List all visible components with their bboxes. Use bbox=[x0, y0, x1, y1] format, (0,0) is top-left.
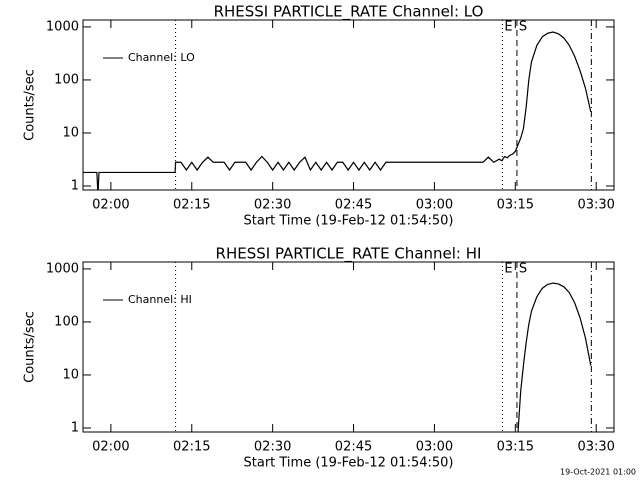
x-tick-label: 02:15 bbox=[173, 198, 210, 213]
y-tick-label: 100 bbox=[54, 314, 79, 329]
plot: RHESSI PARTICLE_RATE Channel: LO 1 10 100 10… bbox=[23, 3, 615, 229]
x-tick-label: 02:45 bbox=[335, 198, 372, 213]
x-tick-label: 03:15 bbox=[497, 198, 534, 213]
x-tick-label: 02:30 bbox=[254, 198, 291, 213]
legend-label: Channel: HI bbox=[128, 293, 192, 306]
x-tick-label: 03:00 bbox=[416, 440, 453, 455]
event-label: E bbox=[504, 20, 512, 35]
x-axis-label: Start Time (19-Feb-12 01:54:50) bbox=[244, 214, 454, 229]
y-tick-label: 1 bbox=[71, 178, 79, 193]
y-tick-label: 1 bbox=[71, 420, 79, 435]
y-tick-label: 1000 bbox=[46, 19, 79, 34]
plot: RHESSI PARTICLE_RATE Channel: HI 1 10 100 10… bbox=[23, 245, 615, 471]
y-tick-label: 10 bbox=[62, 367, 79, 382]
y-axis-label: Counts/sec bbox=[23, 69, 38, 141]
y-tick-label: 100 bbox=[54, 72, 79, 87]
x-tick-label: 02:15 bbox=[173, 440, 210, 455]
chart-title: RHESSI PARTICLE_RATE Channel: HI bbox=[216, 245, 482, 264]
y-tick-label: 1000 bbox=[46, 261, 79, 276]
chart-title: RHESSI PARTICLE_RATE Channel: LO bbox=[214, 3, 484, 22]
x-tick-label: 02:00 bbox=[92, 198, 129, 213]
x-tick-label: 02:30 bbox=[254, 440, 291, 455]
event-label: E bbox=[504, 262, 512, 277]
event-label: S bbox=[519, 262, 527, 277]
x-tick-label: 03:30 bbox=[577, 198, 614, 213]
y-axis-label: Counts/sec bbox=[23, 311, 38, 383]
plot-frame bbox=[82, 261, 615, 433]
y-tick-label: 10 bbox=[62, 125, 79, 140]
footer: 19-Oct-2021 01:00 bbox=[560, 468, 636, 477]
event-label: S bbox=[519, 20, 527, 35]
data-line bbox=[517, 282, 592, 432]
x-tick-label: 03:00 bbox=[416, 198, 453, 213]
legend-label: Channel: LO bbox=[128, 51, 195, 64]
x-tick-label: 03:30 bbox=[577, 440, 614, 455]
x-axis-label: Start Time (19-Feb-12 01:54:50) bbox=[244, 456, 454, 471]
x-tick-label: 02:00 bbox=[92, 440, 129, 455]
x-tick-label: 02:45 bbox=[335, 440, 372, 455]
x-tick-label: 03:15 bbox=[497, 440, 534, 455]
data-line bbox=[83, 31, 592, 190]
plot-frame bbox=[82, 19, 615, 191]
